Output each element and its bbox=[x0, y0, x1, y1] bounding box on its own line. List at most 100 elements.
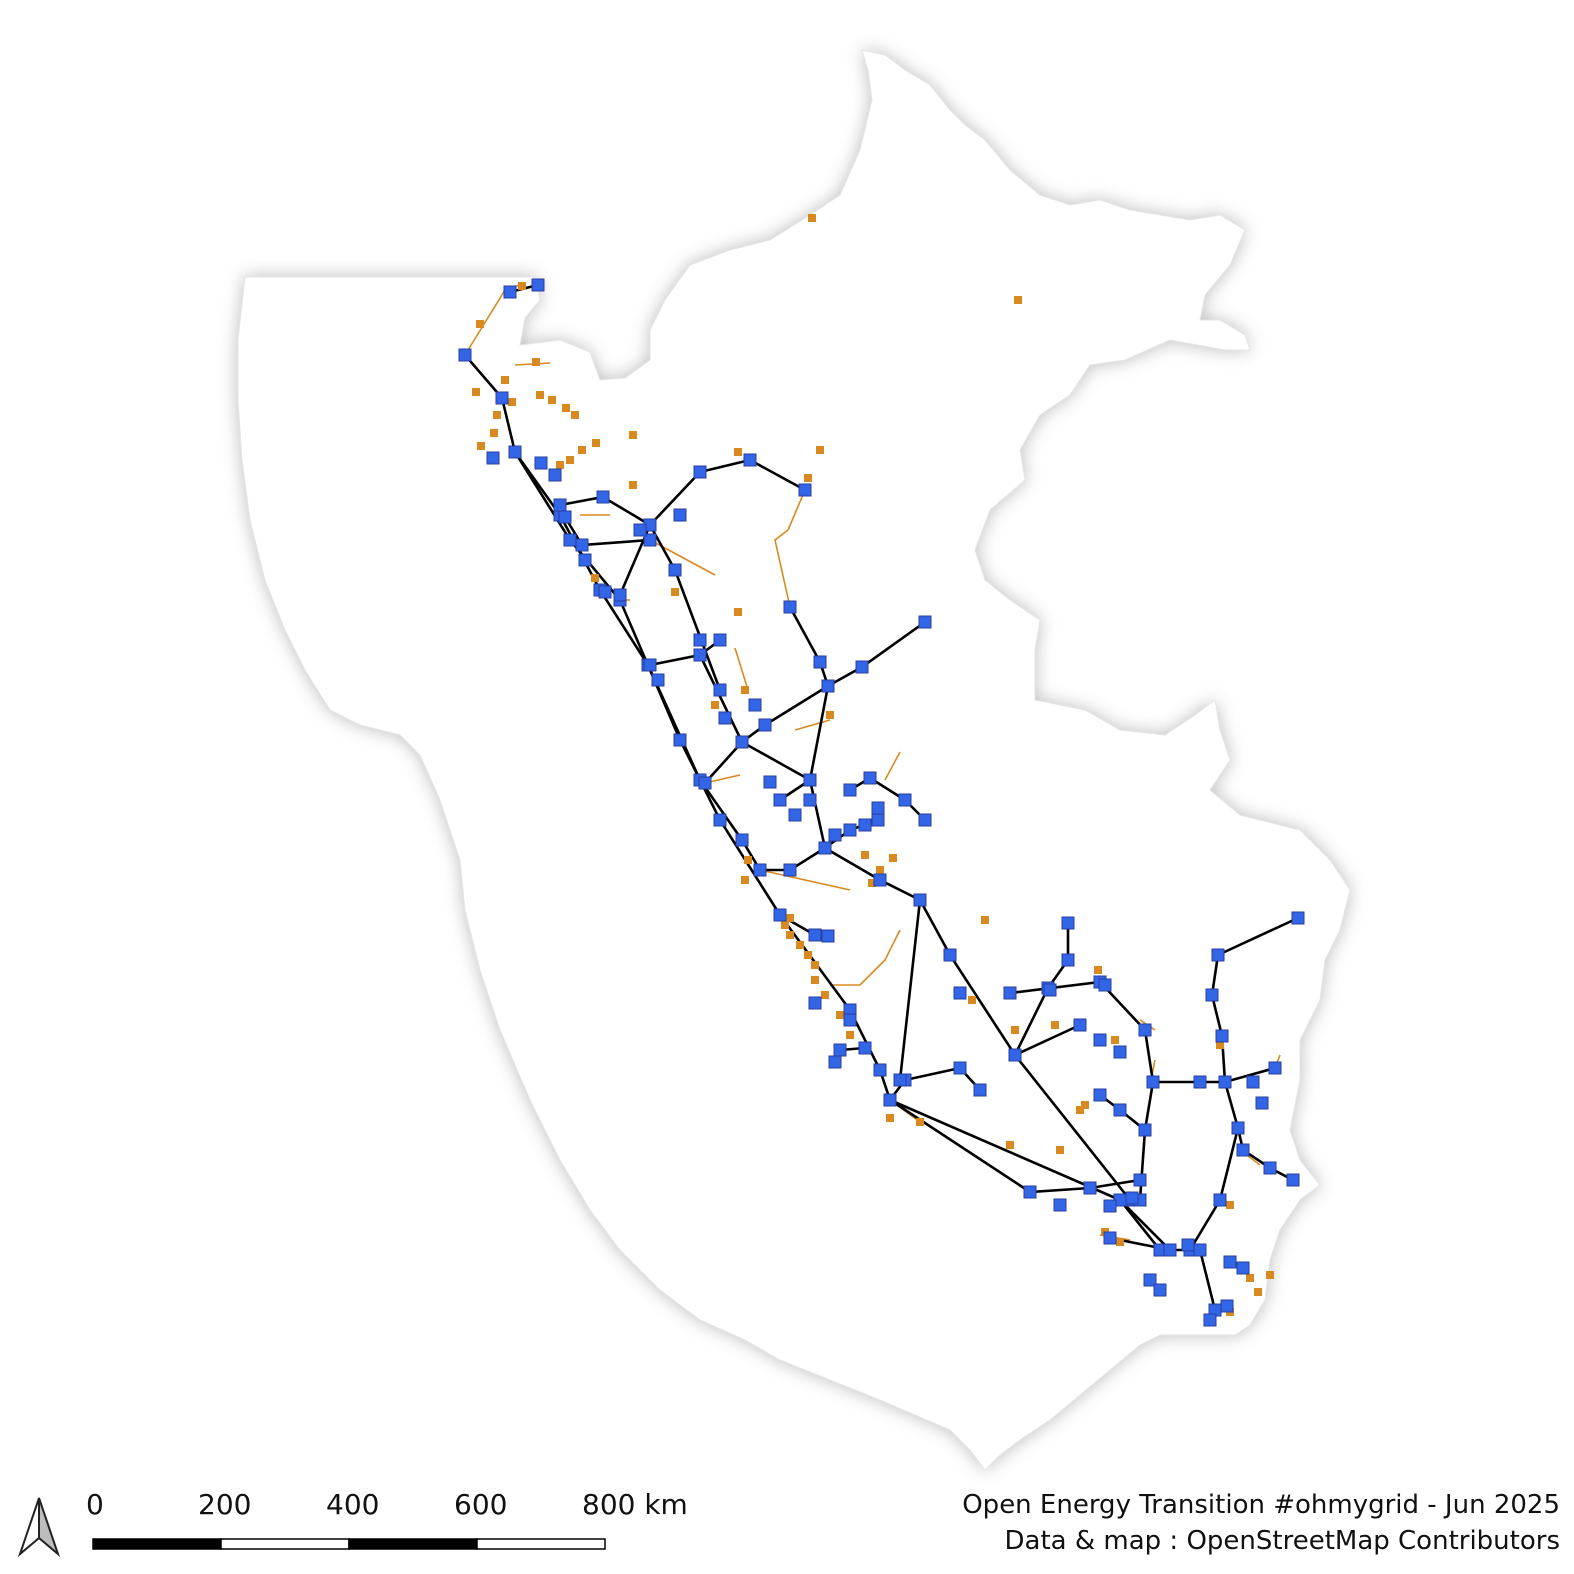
substation-marker bbox=[613, 588, 627, 602]
scale-label-0: 0 bbox=[86, 1488, 104, 1521]
power-plant-marker bbox=[861, 851, 869, 859]
substation-marker bbox=[808, 928, 822, 942]
substations bbox=[458, 278, 1305, 1327]
substation-marker bbox=[1213, 1193, 1227, 1207]
power-plant-marker bbox=[1056, 1146, 1064, 1154]
substation-marker bbox=[1236, 1261, 1250, 1275]
scale-label-200: 200 bbox=[198, 1488, 252, 1521]
substation-marker bbox=[1153, 1283, 1167, 1297]
substation-marker bbox=[1220, 1299, 1234, 1313]
scale-label-400: 400 bbox=[326, 1488, 380, 1521]
power-plant-marker bbox=[532, 358, 540, 366]
power-plant-marker bbox=[1081, 1101, 1089, 1109]
substation-marker bbox=[693, 633, 707, 647]
substation-marker bbox=[873, 873, 887, 887]
substation-marker bbox=[883, 1093, 897, 1107]
substation-marker bbox=[753, 863, 767, 877]
substation-marker bbox=[1003, 986, 1017, 1000]
power-plant-marker bbox=[1246, 1274, 1254, 1282]
power-plant-marker bbox=[518, 282, 526, 290]
substation-marker bbox=[918, 615, 932, 629]
substation-marker bbox=[1268, 1061, 1282, 1075]
power-plant-marker bbox=[811, 961, 819, 969]
scale-segment-4 bbox=[476, 1538, 606, 1550]
scale-label-600: 600 bbox=[454, 1488, 508, 1521]
power-plant-marker bbox=[981, 916, 989, 924]
power-plant-marker bbox=[821, 991, 829, 999]
substation-marker bbox=[1236, 1143, 1250, 1157]
power-plant-marker bbox=[734, 448, 742, 456]
power-plant-marker bbox=[811, 976, 819, 984]
substation-marker bbox=[758, 718, 772, 732]
substation-marker bbox=[508, 445, 522, 459]
substation-marker bbox=[1098, 978, 1112, 992]
substation-marker bbox=[783, 600, 797, 614]
substation-marker bbox=[1203, 1313, 1217, 1327]
power-plant-marker bbox=[1011, 1026, 1019, 1034]
power-plant-marker bbox=[816, 446, 824, 454]
substation-marker bbox=[973, 1083, 987, 1097]
substation-marker bbox=[1061, 953, 1075, 967]
substation-marker bbox=[953, 986, 967, 1000]
power-line bbox=[898, 899, 922, 1081]
substation-marker bbox=[1053, 1198, 1067, 1212]
power-plant-marker bbox=[1216, 1041, 1224, 1049]
power-line bbox=[1009, 980, 1155, 1201]
substation-marker bbox=[898, 793, 912, 807]
substation-marker bbox=[558, 510, 572, 524]
power-line bbox=[559, 458, 806, 527]
power-plant-marker bbox=[889, 854, 897, 862]
substation-marker bbox=[534, 456, 548, 470]
power-plant-marker bbox=[836, 1011, 844, 1019]
scale-segment-3 bbox=[348, 1538, 478, 1550]
substation-marker bbox=[1286, 1173, 1300, 1187]
substation-marker bbox=[553, 498, 567, 512]
substation-marker bbox=[598, 585, 612, 599]
power-line bbox=[759, 869, 851, 891]
power-line bbox=[830, 929, 901, 986]
country-outline bbox=[237, 49, 1351, 1471]
substation-marker bbox=[818, 841, 832, 855]
substation-marker bbox=[748, 698, 762, 712]
substation-marker bbox=[458, 348, 472, 362]
substation-marker bbox=[1205, 988, 1219, 1002]
substation-marker bbox=[828, 828, 842, 842]
substation-marker bbox=[858, 1041, 872, 1055]
substation-marker bbox=[495, 391, 509, 405]
power-line bbox=[884, 751, 901, 781]
substation-marker bbox=[803, 793, 817, 807]
power-plant-marker bbox=[1254, 1288, 1262, 1296]
scale-label-800: 800 km bbox=[582, 1488, 688, 1521]
substation-marker bbox=[813, 655, 827, 669]
substation-marker bbox=[821, 929, 835, 943]
power-plant-marker bbox=[808, 214, 816, 222]
power-line bbox=[1188, 1081, 1240, 1251]
power-plant-marker bbox=[592, 439, 600, 447]
power-plant-marker bbox=[1014, 296, 1022, 304]
power-plant-marker bbox=[846, 1031, 854, 1039]
substation-marker bbox=[798, 483, 812, 497]
power-plant-marker bbox=[741, 686, 749, 694]
substation-marker bbox=[843, 823, 857, 837]
substation-marker bbox=[673, 508, 687, 522]
substation-marker bbox=[548, 468, 562, 482]
power-plant-marker bbox=[1051, 1021, 1059, 1029]
north-arrow-icon bbox=[17, 1497, 61, 1558]
power-plant-marker bbox=[477, 442, 485, 450]
power-plant-marker bbox=[886, 1114, 894, 1122]
power-plant-marker bbox=[781, 921, 789, 929]
power-line bbox=[787, 489, 806, 531]
substation-marker bbox=[575, 538, 589, 552]
substation-marker bbox=[783, 863, 797, 877]
power-plant-marker bbox=[1006, 1141, 1014, 1149]
power-plant-marker bbox=[508, 398, 516, 406]
power-plant-marker bbox=[968, 996, 976, 1004]
power-plant-marker bbox=[472, 388, 480, 396]
substation-marker bbox=[873, 1063, 887, 1077]
substation-marker bbox=[773, 793, 787, 807]
substation-marker bbox=[1103, 1231, 1117, 1245]
power-plant-marker bbox=[744, 856, 752, 864]
substation-marker bbox=[1133, 1173, 1147, 1187]
power-plant-marker bbox=[1111, 1036, 1119, 1044]
power-line bbox=[1118, 1199, 1217, 1311]
